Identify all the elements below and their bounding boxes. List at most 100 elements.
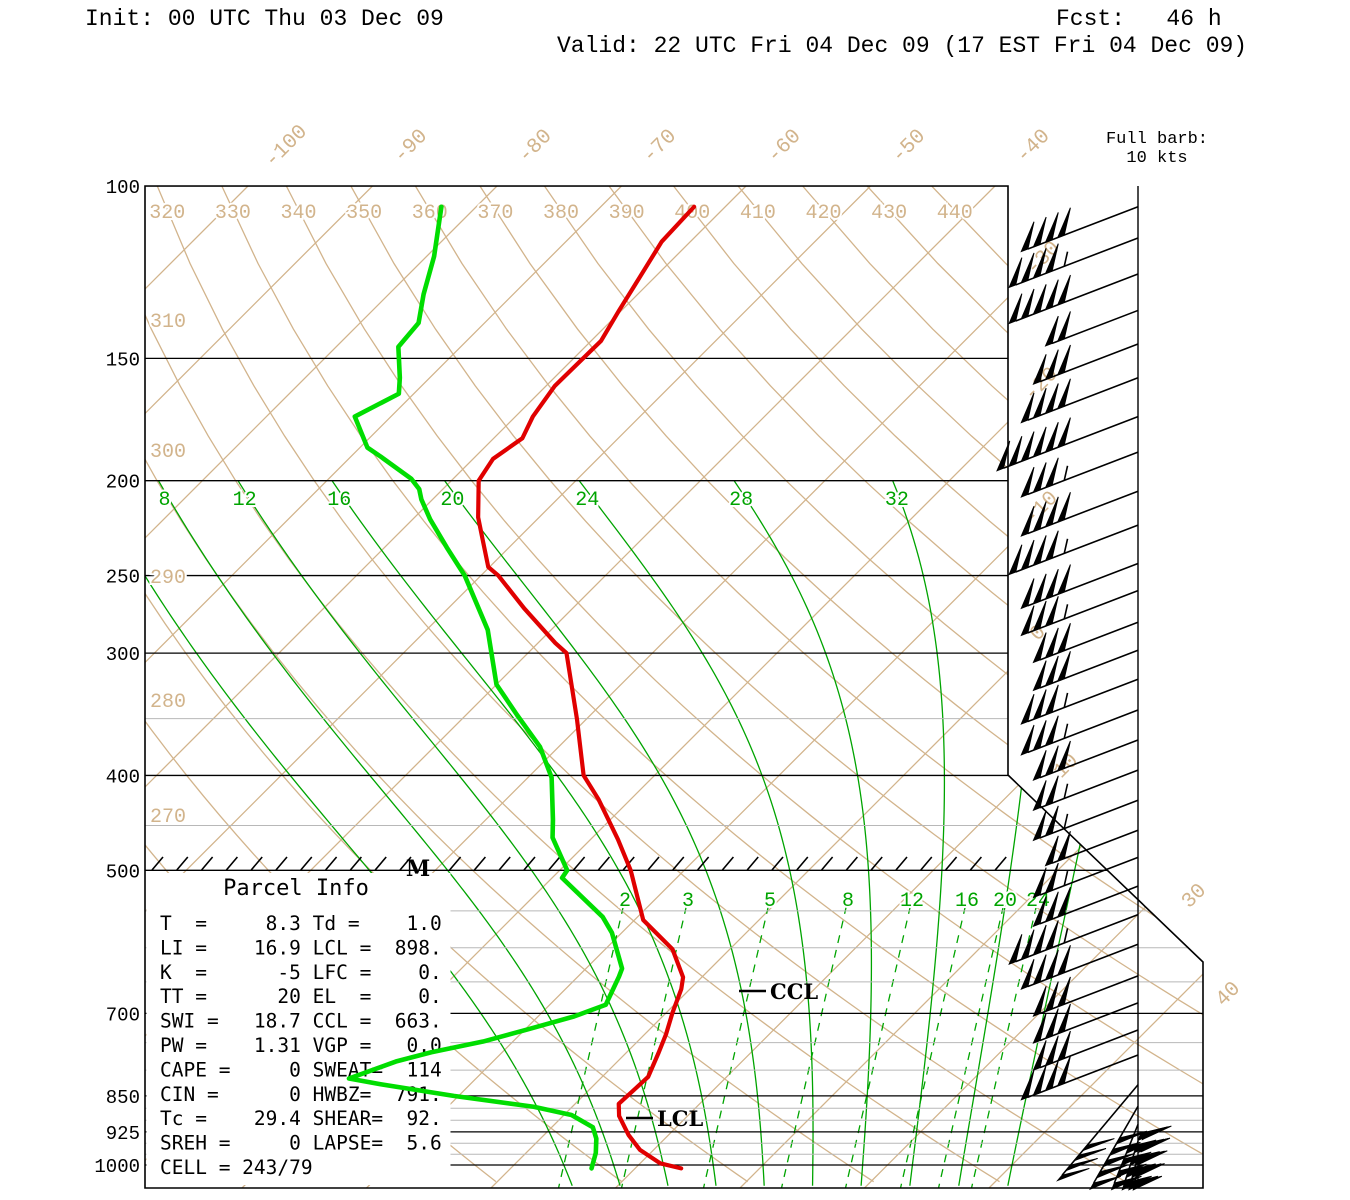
parcel-info-line: CIN = 0 HWBZ= 791. [160, 1083, 442, 1106]
wind-barb [1020, 943, 1139, 990]
temperature-profile [476, 204, 697, 1171]
isotherm-line [145, 186, 498, 1188]
hatch-tick [275, 856, 288, 871]
wind-barb-shaft [1039, 621, 1139, 661]
wind-barb-full-tick [1008, 934, 1023, 966]
moist-adiabat-line [578, 480, 814, 1186]
dry-adiabat-line [802, 186, 1203, 1183]
isotherm-line [739, 186, 1203, 1188]
wind-barb [1020, 678, 1139, 725]
pressure-axis-label: 1000 [94, 1156, 140, 1178]
wind-barb [1008, 273, 1139, 325]
wind-barb-full-tick [1056, 311, 1071, 343]
pressure-axis-label: 200 [106, 472, 140, 494]
wind-barb [1008, 913, 1139, 966]
wind-barb-full-tick [1056, 417, 1071, 449]
wind-barb-half-tick [1063, 783, 1069, 799]
mixing-ratio-line [702, 905, 770, 1188]
wind-barb-full-tick [1044, 422, 1059, 453]
wind-barb-full-tick [1056, 378, 1071, 410]
wind-barb [1032, 739, 1139, 781]
parcel-info-line: SWI = 18.7 CCL = 663. [160, 1010, 442, 1033]
mixing-ratio-line [844, 905, 912, 1188]
dry-adiabat-label-top: 410 [740, 202, 776, 225]
plot-frame [144, 185, 1204, 1189]
wind-barb [1032, 343, 1139, 386]
wind-barb [1032, 975, 1139, 1017]
wind-barb [1020, 1054, 1139, 1101]
mixing-ratio-label: 12 [900, 890, 924, 913]
wind-barb-full-tick [1044, 530, 1059, 562]
wind-barb-full-tick [1056, 831, 1071, 862]
dry-adiabat-label-top: 440 [937, 202, 973, 225]
wind-barb-full-tick [1132, 1175, 1163, 1191]
hatch-tick [969, 856, 983, 871]
hatch-tick [920, 856, 933, 871]
mixing-ratio-line [780, 905, 848, 1188]
wind-barb-shaft [1051, 309, 1139, 345]
wind-barb [1020, 490, 1139, 537]
wind-barb-full-tick [1032, 573, 1047, 605]
wind-barb-full-tick [1056, 623, 1071, 654]
wind-barb-full-tick [1044, 627, 1059, 659]
wind-barb-full-tick [1032, 750, 1047, 781]
wind-barb-full-tick [1056, 1167, 1090, 1182]
parcel-info-line: CAPE = 0 SWEAT= 114 [160, 1058, 442, 1081]
wind-barb-full-tick [1056, 1003, 1071, 1035]
wind-barb [1020, 709, 1139, 756]
wind-barb-full-tick [1032, 600, 1047, 632]
wind-barb-full-tick [1044, 775, 1059, 807]
wind-barb-full-tick [1032, 924, 1047, 956]
wind-barb-shaft [1039, 885, 1139, 925]
wind-barb-full-tick [1032, 810, 1047, 842]
wind-barb-full-tick [1044, 315, 1059, 347]
wind-barb [1044, 309, 1139, 347]
hatch-tick [796, 856, 809, 871]
wind-barb-full-tick [1064, 1157, 1098, 1172]
hatch-tick [548, 856, 561, 871]
wind-barb-full-tick [1044, 457, 1059, 489]
isotherm-line [145, 186, 747, 1188]
dry-adiabat-label-top: 340 [280, 202, 316, 225]
wind-barb-full-tick [1032, 689, 1047, 721]
wind-barb-full-tick [1056, 207, 1071, 239]
wind-barb-full-tick [1044, 496, 1059, 528]
wind-barb-full-tick [1044, 920, 1059, 952]
wind-barb-full-tick [1102, 1153, 1135, 1168]
wind-barb-full-tick [1089, 1175, 1122, 1191]
hatch-marks-500mb [151, 856, 1007, 871]
dry-adiabat-label-top: 420 [805, 202, 841, 225]
forecast-hour-label: Fcst: 46 h [1056, 6, 1222, 32]
hatch-tick [771, 856, 784, 871]
isotherm-line [988, 186, 1203, 1188]
hatch-tick [746, 856, 759, 871]
isotherm-line [145, 186, 373, 1188]
wind-barb-full-tick [1044, 684, 1059, 716]
wind-barb-full-tick [1135, 1163, 1165, 1179]
wind-barb-full-tick [1072, 1148, 1107, 1162]
parcel-info-panel [146, 873, 451, 1185]
hatch-tick [597, 856, 611, 871]
wind-barb [996, 415, 1139, 472]
hatch-tick [151, 856, 164, 871]
dry-adiabat-line [673, 186, 1203, 1183]
wind-barb-full-tick [1020, 605, 1035, 637]
moist-adiabat-line [157, 480, 621, 1186]
wind-barb-full-tick [1020, 539, 1035, 571]
moist-adiabat-line [237, 480, 669, 1186]
wind-barb-full-tick [1044, 1060, 1059, 1092]
pressure-axis-label: 925 [106, 1123, 140, 1145]
dry-adiabat-label-left: 310 [150, 311, 186, 334]
hatch-tick [696, 856, 710, 871]
wind-barb-full-tick [1044, 279, 1059, 311]
moist-adiabat-label: 32 [885, 489, 909, 512]
wind-barb-shaft [1027, 562, 1139, 607]
wind-barb-half-tick [1063, 604, 1069, 620]
isotherm-label-top: -70 [639, 125, 682, 168]
dry-adiabat-label-top: 370 [477, 202, 513, 225]
wind-barb-full-tick [1032, 216, 1047, 248]
wind-barb-full-tick [1044, 568, 1059, 600]
wind-barb-full-tick [1020, 252, 1035, 284]
wind-barb [1032, 799, 1139, 842]
